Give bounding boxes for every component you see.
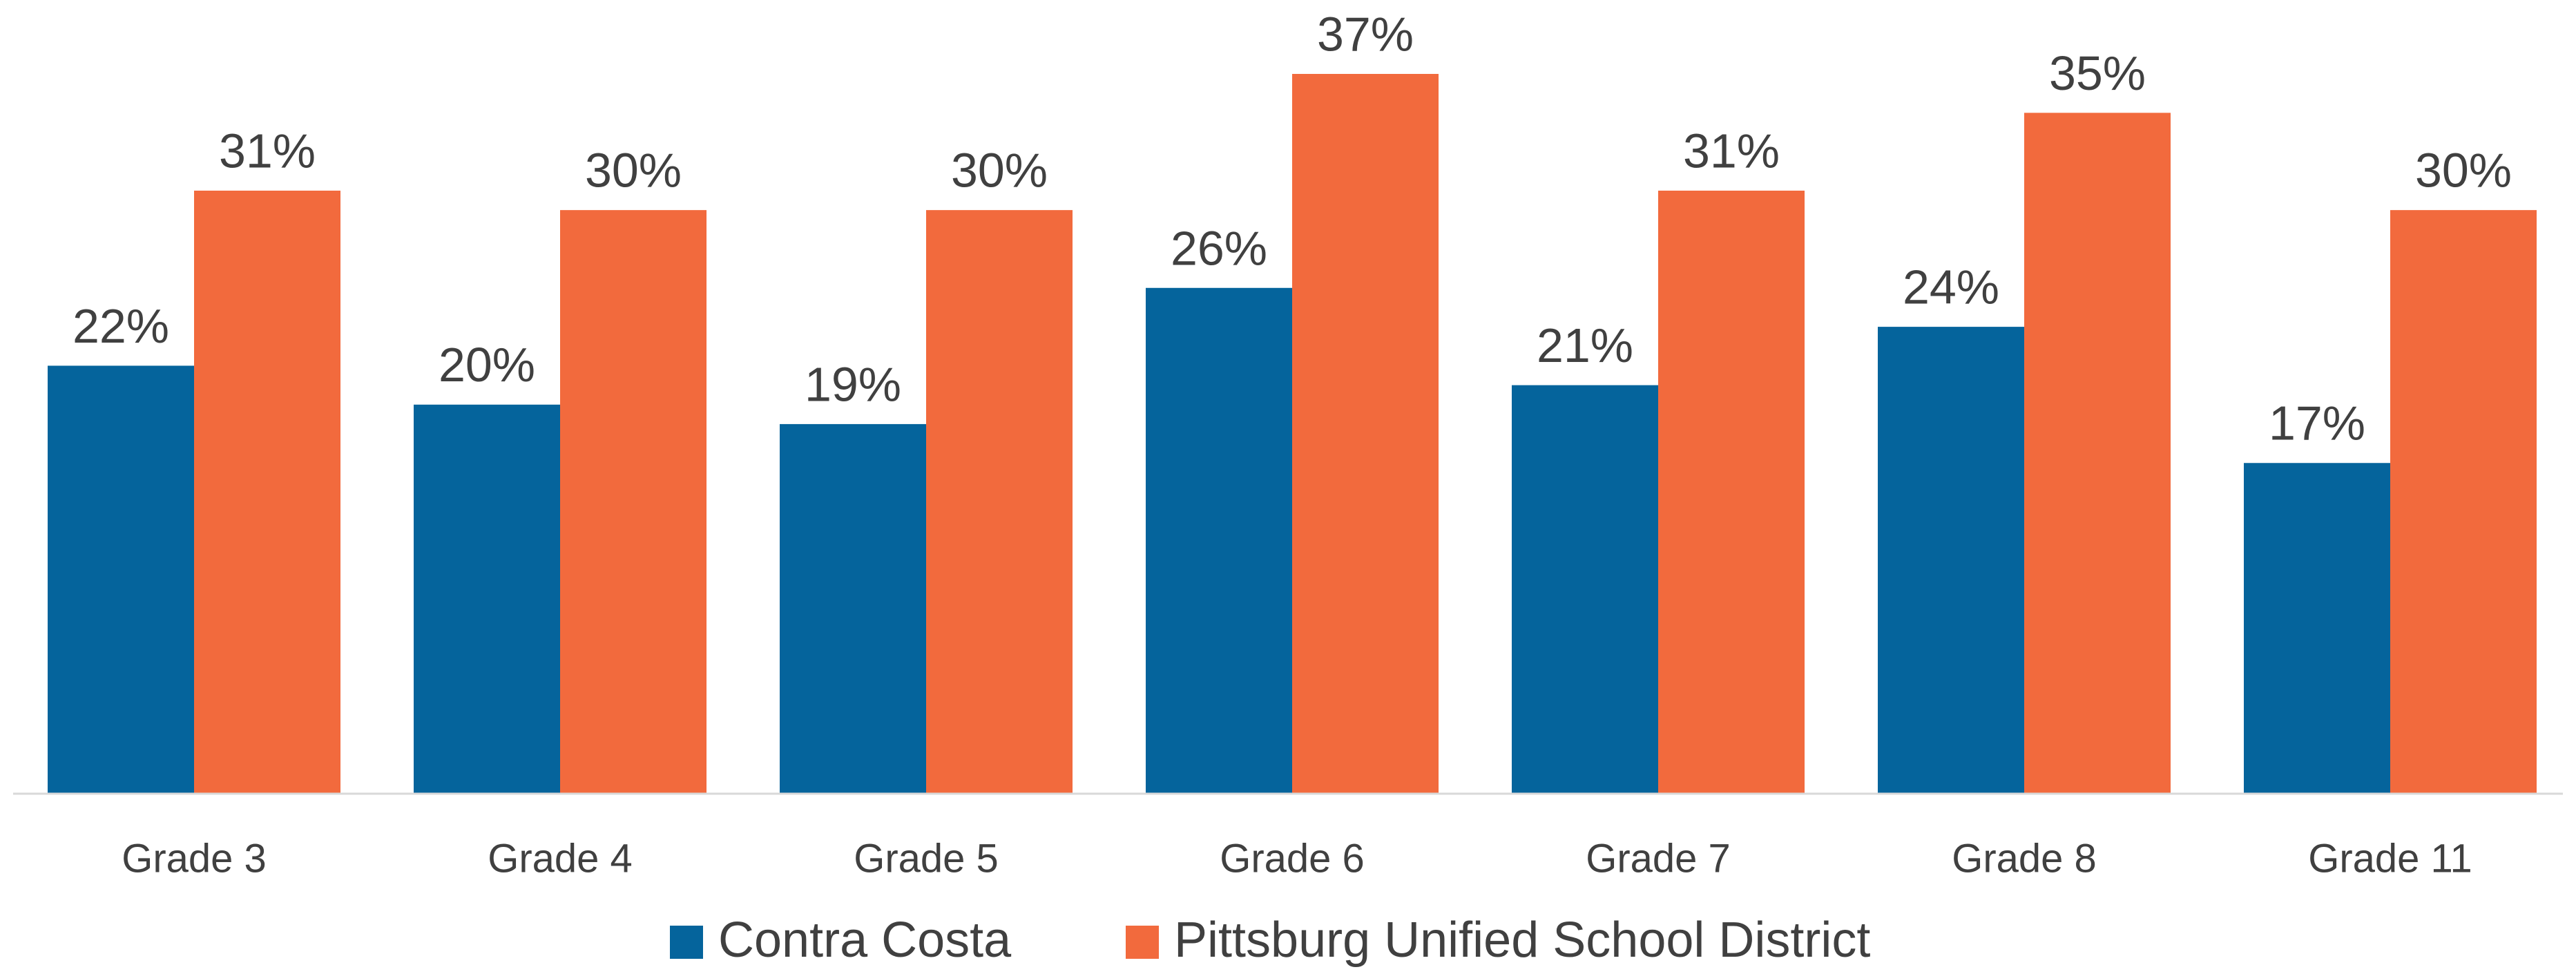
- bar: [1878, 327, 2024, 794]
- data-label: 31%: [1683, 124, 1780, 178]
- bar: [560, 210, 707, 794]
- data-label: 35%: [2049, 46, 2146, 100]
- legend-label: Contra Costa: [718, 913, 1012, 968]
- bar: [780, 423, 926, 794]
- bar: [2244, 463, 2390, 794]
- x-tick-label: Grade 11: [2308, 836, 2472, 881]
- data-label: 31%: [219, 124, 316, 178]
- x-tick-label: Grade 7: [1586, 836, 1731, 881]
- bar: [926, 210, 1073, 794]
- bar: [2390, 210, 2537, 794]
- data-label: 17%: [2269, 397, 2365, 450]
- bar: [414, 404, 560, 794]
- data-label: 19%: [805, 357, 901, 411]
- data-label: 30%: [951, 144, 1048, 198]
- x-tick-label: Grade 6: [1220, 836, 1365, 881]
- data-label: 21%: [1537, 318, 1633, 372]
- data-label: 20%: [439, 338, 535, 392]
- bar: [48, 365, 194, 794]
- bar: [1512, 385, 1658, 794]
- data-label: 22%: [73, 299, 169, 353]
- x-tick-label: Grade 3: [122, 836, 267, 881]
- x-tick-label: Grade 8: [1952, 836, 2097, 881]
- bar: [1292, 74, 1439, 794]
- x-tick-label: Grade 4: [488, 836, 633, 881]
- legend-swatch: [670, 926, 703, 959]
- data-label: 24%: [1903, 260, 1999, 314]
- data-label: 26%: [1171, 221, 1267, 275]
- x-tick-label: Grade 5: [854, 836, 999, 881]
- legend-label: Pittsburg Unified School District: [1174, 913, 1870, 968]
- data-label: 37%: [1317, 7, 1414, 61]
- data-label: 30%: [585, 144, 682, 198]
- data-label: 30%: [2415, 144, 2512, 198]
- bar: [1658, 190, 1805, 794]
- bar: [194, 190, 340, 794]
- bar: [2024, 113, 2171, 794]
- legend-swatch: [1126, 926, 1159, 959]
- bar: [1146, 287, 1292, 794]
